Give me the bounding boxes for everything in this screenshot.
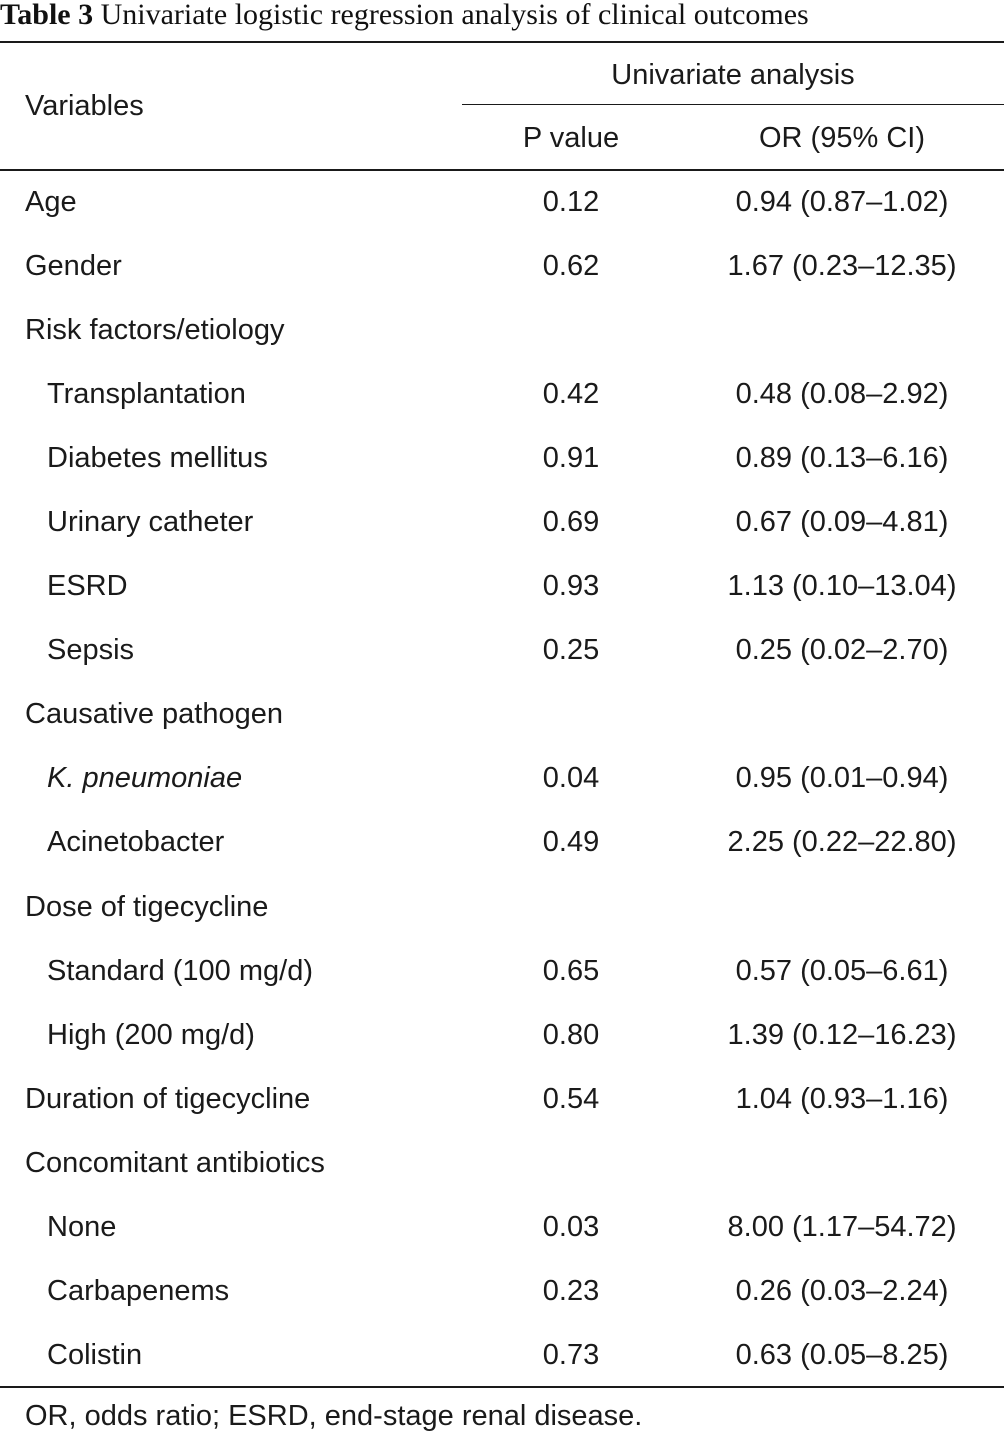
cell-or-ci: 0.89 (0.13–6.16) bbox=[735, 442, 949, 475]
table-row: Duration of tigecycline 0.54 1.04 (0.93–1.… bbox=[0, 1067, 1004, 1131]
cell-variable: Duration of tigecycline bbox=[25, 1082, 311, 1115]
cell-variable: Carbapenems bbox=[47, 1274, 230, 1307]
cell-variable: K. pneumoniae bbox=[47, 762, 243, 795]
cell-variable: Gender bbox=[25, 250, 122, 283]
cell-p-value: 0.73 bbox=[542, 1338, 600, 1371]
table-row: Acinetobacter 0.49 2.25 (0.22–22.80) bbox=[0, 810, 1004, 874]
cell-or-ci: 1.13 (0.10–13.04) bbox=[727, 570, 957, 603]
header-or-ci: OR (95% CI) bbox=[759, 122, 925, 154]
bottom-rule bbox=[0, 1386, 1004, 1388]
cell-or-ci: 0.67 (0.09–4.81) bbox=[735, 506, 949, 539]
cell-variable: High (200 mg/d) bbox=[47, 1018, 255, 1051]
table-row: Concomitant antibiotics bbox=[0, 1131, 1004, 1195]
cell-p-value: 0.25 bbox=[542, 634, 600, 667]
group-header-rule bbox=[462, 104, 1004, 105]
cell-variable: Colistin bbox=[47, 1338, 143, 1371]
header-bottom-rule bbox=[0, 169, 1004, 171]
table-row: High (200 mg/d) 0.80 1.39 (0.12–16.23) bbox=[0, 1003, 1004, 1067]
cell-variable: Age bbox=[25, 186, 77, 218]
cell-variable: Diabetes mellitus bbox=[47, 442, 268, 475]
cell-p-value: 0.49 bbox=[542, 826, 600, 859]
header-variables: Variables bbox=[25, 90, 144, 122]
table-row: Causative pathogen bbox=[0, 682, 1004, 746]
cell-or-ci: 1.39 (0.12–16.23) bbox=[727, 1018, 957, 1051]
table-row: Risk factors/etiology bbox=[0, 298, 1004, 362]
table-row: Carbapenems 0.23 0.26 (0.03–2.24) bbox=[0, 1259, 1004, 1323]
table-row: Gender 0.62 1.67 (0.23–12.35) bbox=[0, 234, 1004, 298]
cell-variable: Concomitant antibiotics bbox=[25, 1146, 325, 1179]
cell-or-ci: 8.00 (1.17–54.72) bbox=[727, 1210, 957, 1243]
cell-variable: Causative pathogen bbox=[25, 698, 283, 731]
cell-or-ci: 0.26 (0.03–2.24) bbox=[735, 1274, 949, 1307]
top-rule bbox=[0, 41, 1004, 43]
header-univariate-analysis: Univariate analysis bbox=[611, 59, 855, 91]
cell-or-ci: 0.25 (0.02–2.70) bbox=[735, 634, 949, 667]
table-row: K. pneumoniae 0.04 0.95 (0.01–0.94) bbox=[0, 746, 1004, 810]
cell-p-value: 0.91 bbox=[542, 442, 600, 475]
cell-p-value: 0.54 bbox=[542, 1082, 600, 1115]
cell-variable: Acinetobacter bbox=[47, 826, 225, 859]
cell-variable: Sepsis bbox=[47, 634, 135, 667]
cell-p-value: 0.93 bbox=[542, 570, 600, 603]
table-row: Standard (100 mg/d) 0.65 0.57 (0.05–6.61) bbox=[0, 939, 1004, 1003]
table-row: Transplantation 0.42 0.48 (0.08–2.92) bbox=[0, 362, 1004, 426]
table-row: Age 0.12 0.94 (0.87–1.02) bbox=[0, 170, 1004, 234]
cell-p-value: 0.42 bbox=[542, 378, 600, 411]
table-row: ESRD 0.93 1.13 (0.10–13.04) bbox=[0, 554, 1004, 618]
cell-variable: Risk factors/etiology bbox=[25, 314, 285, 347]
cell-p-value: 0.12 bbox=[542, 186, 600, 218]
table-caption-text: Univariate logistic regression analysis … bbox=[100, 0, 809, 31]
table-row: None 0.03 8.00 (1.17–54.72) bbox=[0, 1195, 1004, 1259]
table-footnote: OR, odds ratio; ESRD, end-stage renal di… bbox=[25, 1400, 643, 1432]
header-p-value: P value bbox=[522, 122, 620, 154]
table-row: Dose of tigecycline bbox=[0, 875, 1004, 939]
cell-p-value: 0.80 bbox=[542, 1018, 600, 1051]
table-row: Urinary catheter 0.69 0.67 (0.09–4.81) bbox=[0, 490, 1004, 554]
cell-or-ci: 0.94 (0.87–1.02) bbox=[735, 186, 949, 218]
table-caption-label: Table 3 bbox=[0, 0, 94, 31]
cell-variable: Urinary catheter bbox=[47, 506, 254, 539]
table-row: Colistin 0.73 0.63 (0.05–8.25) bbox=[0, 1323, 1004, 1387]
cell-variable: None bbox=[47, 1210, 117, 1243]
table-caption: Table 3 Univariate logistic regression a… bbox=[0, 0, 809, 40]
cell-variable: Dose of tigecycline bbox=[25, 890, 269, 923]
cell-or-ci: 1.04 (0.93–1.16) bbox=[735, 1082, 949, 1115]
table-row: Sepsis 0.25 0.25 (0.02–2.70) bbox=[0, 618, 1004, 682]
cell-or-ci: 0.63 (0.05–8.25) bbox=[735, 1338, 949, 1371]
cell-or-ci: 0.95 (0.01–0.94) bbox=[735, 762, 949, 795]
cell-variable: ESRD bbox=[47, 570, 128, 603]
cell-variable: Transplantation bbox=[47, 378, 246, 411]
cell-p-value: 0.65 bbox=[542, 954, 600, 987]
cell-p-value: 0.04 bbox=[542, 762, 600, 795]
table-body: Age 0.12 0.94 (0.87–1.02) Gender 0.62 1.67 (0… bbox=[0, 170, 1004, 1387]
table-row: Diabetes mellitus 0.91 0.89 (0.13–6.16) bbox=[0, 426, 1004, 490]
cell-or-ci: 0.57 (0.05–6.61) bbox=[735, 954, 949, 987]
cell-or-ci: 1.67 (0.23–12.35) bbox=[727, 250, 957, 283]
cell-p-value: 0.62 bbox=[542, 250, 600, 283]
cell-p-value: 0.23 bbox=[542, 1274, 600, 1307]
cell-p-value: 0.03 bbox=[542, 1210, 600, 1243]
cell-or-ci: 0.48 (0.08–2.92) bbox=[735, 378, 949, 411]
cell-p-value: 0.69 bbox=[542, 506, 600, 539]
cell-variable: Standard (100 mg/d) bbox=[47, 954, 313, 987]
cell-or-ci: 2.25 (0.22–22.80) bbox=[727, 826, 957, 859]
